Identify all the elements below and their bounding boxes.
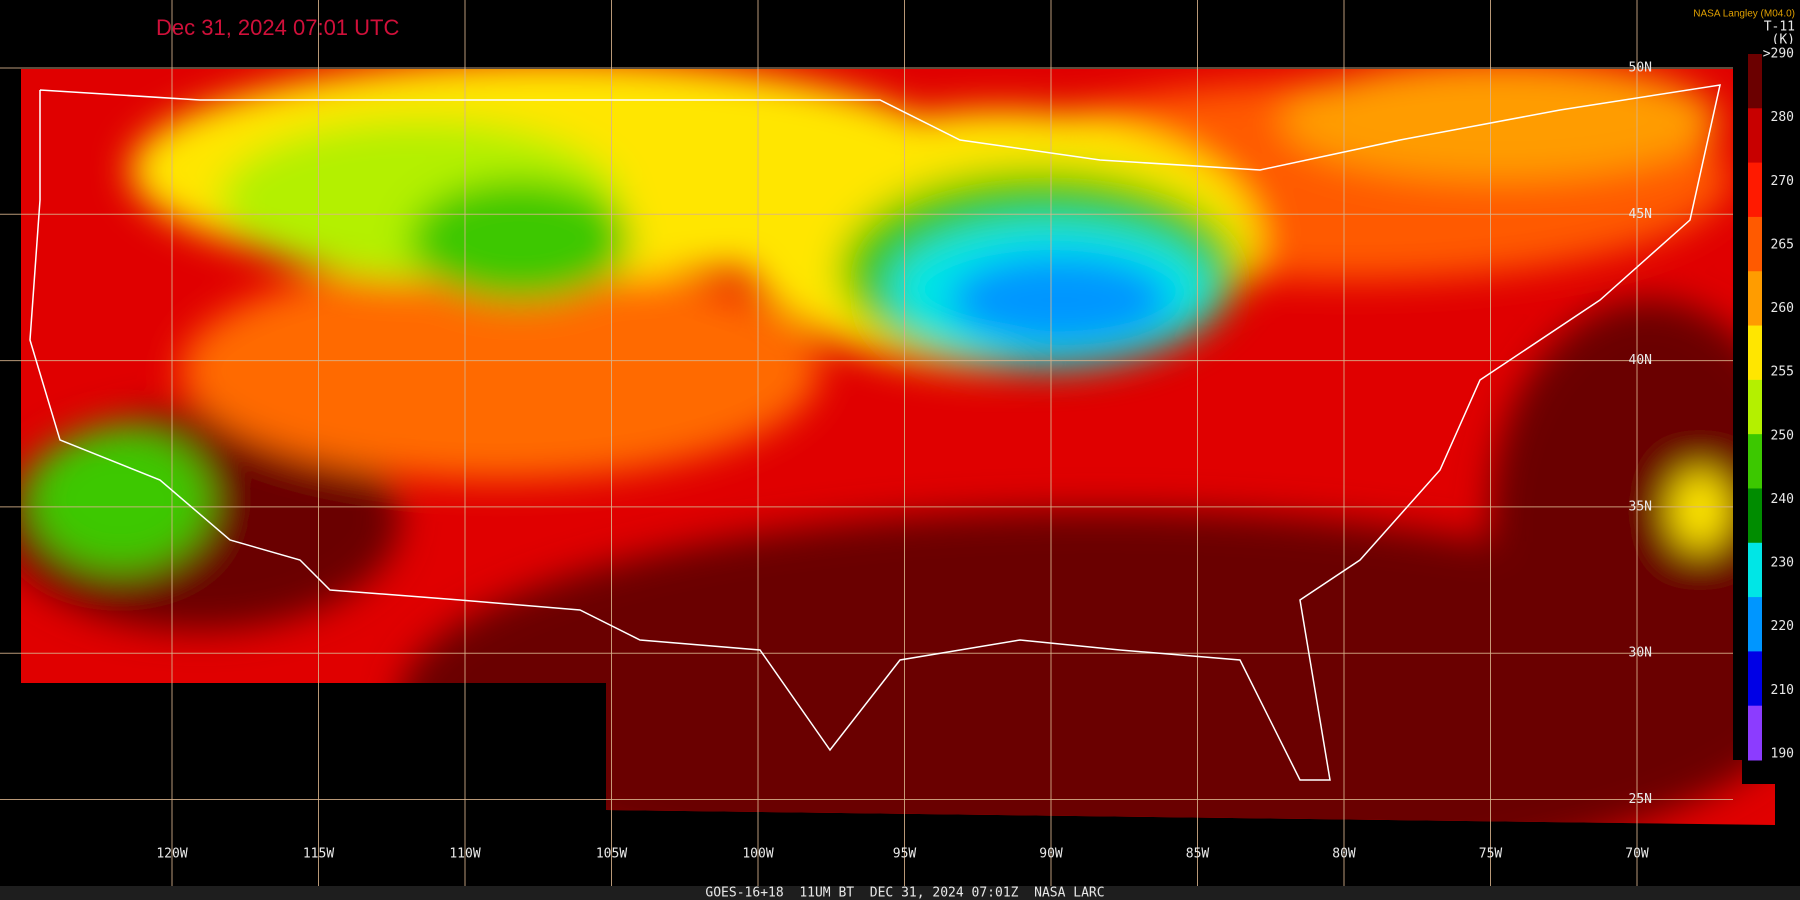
colorbar-label: 250 (1771, 428, 1794, 443)
colorbar-label: >290 (1763, 47, 1794, 62)
us-outline (29, 84, 1721, 781)
colorbar-swatch (1748, 597, 1762, 652)
colorbar-swatch (1748, 651, 1762, 707)
colorbar-label: 260 (1771, 301, 1794, 316)
colorbar-swatch (1748, 271, 1762, 327)
colorbar-label: 190 (1771, 747, 1794, 762)
colorbar-swatch (1748, 705, 1762, 761)
timestamp: Dec 31, 2024 07:01 UTC (156, 15, 399, 40)
colorbar-swatch (1748, 434, 1762, 489)
longitude-label: 70W (1625, 847, 1649, 862)
colorbar-label: 210 (1771, 683, 1794, 698)
graticule (0, 0, 1733, 886)
footer: GOES-16+18 11UM BT DEC 31, 2024 07:01Z N… (705, 886, 1104, 900)
longitude-label: 105W (596, 847, 627, 862)
latitude-label: 40N (1629, 353, 1652, 368)
latitude-label: 25N (1629, 792, 1652, 807)
colorbar-label: 255 (1771, 365, 1794, 380)
colorbar: >290 280 270 265 260 255 250 240 230 220 210 190 (1742, 44, 1800, 784)
credit: NASA Langley (M04.0) (1693, 9, 1795, 20)
longitude-label: 85W (1186, 847, 1210, 862)
latitude-label: 35N (1629, 499, 1652, 514)
longitude-label: 95W (893, 847, 917, 862)
footer-bar (0, 886, 1800, 900)
colorbar-label: 270 (1771, 174, 1794, 189)
longitude-label: 115W (303, 847, 334, 862)
longitude-label: 90W (1039, 847, 1063, 862)
colorbar-swatch (1748, 488, 1762, 544)
colorbar-swatch (1748, 379, 1762, 435)
colorbar-swatch (1748, 162, 1762, 218)
colorbar-label: 280 (1771, 110, 1794, 125)
latitude-label: 30N (1629, 646, 1652, 661)
product: T-11 (1764, 20, 1795, 35)
colorbar-swatch (1748, 542, 1762, 598)
latitude-label: 45N (1629, 207, 1652, 222)
colorbar-label: 240 (1771, 492, 1794, 507)
colorbar-label: 230 (1771, 556, 1794, 571)
colorbar-label: 265 (1771, 237, 1794, 252)
longitude-label: 120W (156, 847, 187, 862)
longitude-label: 100W (742, 847, 773, 862)
longitude-label: 75W (1479, 847, 1503, 862)
colorbar-label: 220 (1771, 619, 1794, 634)
longitude-label: 110W (449, 847, 480, 862)
colorbar-swatch (1748, 54, 1762, 109)
longitude-label: 80W (1332, 847, 1356, 862)
colorbar-swatch (1748, 108, 1762, 164)
unit: (K) (1772, 33, 1795, 48)
latitude-label: 50N (1629, 61, 1652, 76)
colorbar-swatch (1748, 325, 1762, 381)
colorbar-swatch (1748, 216, 1762, 272)
